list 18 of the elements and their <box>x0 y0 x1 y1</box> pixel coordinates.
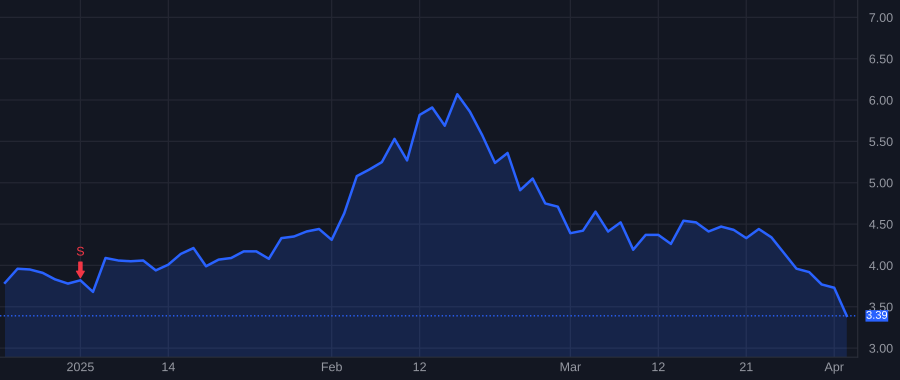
x-tick-label: 21 <box>740 362 753 372</box>
y-tick-label: 6.50 <box>869 54 893 64</box>
y-tick-label: 4.00 <box>869 261 893 270</box>
y-tick-label: 5.00 <box>869 178 893 188</box>
y-tick-label: 5.50 <box>869 137 893 146</box>
y-tick-label: 7.00 <box>869 13 893 22</box>
x-tick-label: Feb <box>322 362 342 372</box>
y-tick-label: 3.00 <box>869 344 893 353</box>
x-tick-label: 14 <box>162 362 175 372</box>
y-tick-label: 4.50 <box>869 220 893 229</box>
y-tick-label: 6.00 <box>869 96 893 105</box>
x-tick-label: 12 <box>652 362 665 372</box>
x-tick-label: 2025 <box>67 362 94 372</box>
annotation: S <box>76 246 84 256</box>
ref-line-label: 3.39 <box>866 310 888 319</box>
x-tick-label: Apr <box>824 362 844 374</box>
x-tick-label: Mar <box>560 362 581 372</box>
x-tick-label: 12 <box>414 362 426 372</box>
